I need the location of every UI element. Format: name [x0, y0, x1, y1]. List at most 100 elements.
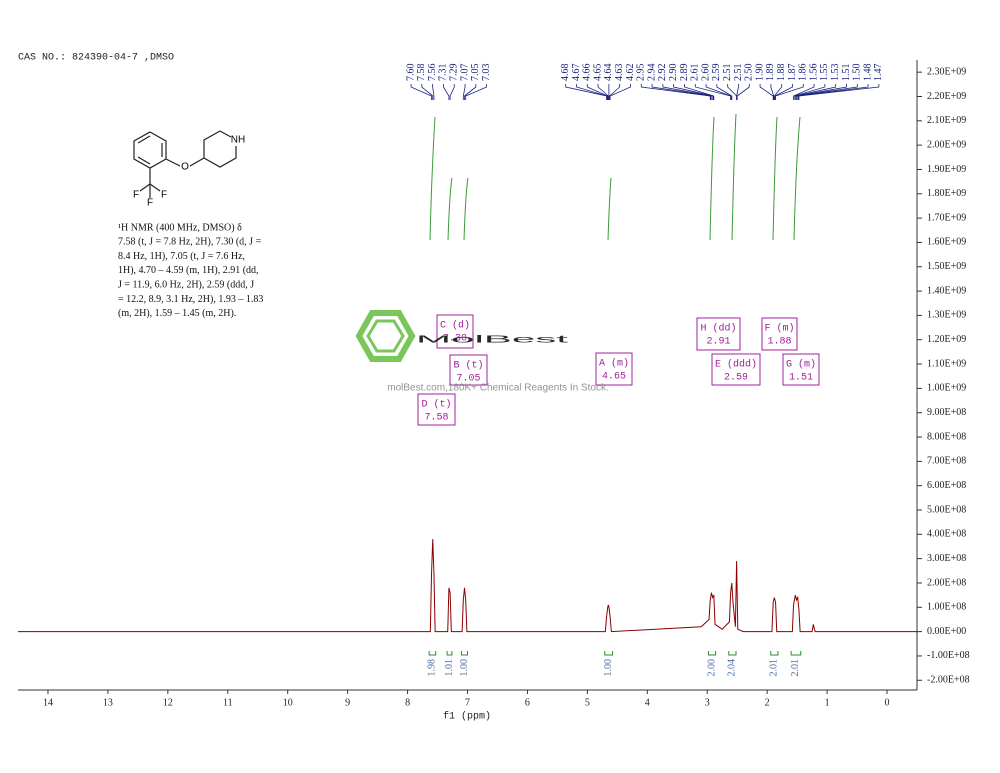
peak-connector	[576, 84, 608, 100]
molecule	[133, 130, 237, 198]
peak-label: 2.89	[679, 64, 690, 82]
description-line: 1H), 4.70 – 4.59 (m, 1H), 2.91 (dd,	[118, 265, 259, 276]
peak-connector	[775, 84, 804, 100]
atom-label: O	[181, 162, 189, 173]
multiplet-shift: 1.51	[789, 373, 813, 384]
y-tick-label: 1.80E+09	[927, 188, 966, 199]
peak-connector	[705, 84, 732, 100]
x-tick-label: 10	[283, 697, 293, 708]
y-tick-label: -2.00E+08	[927, 675, 970, 686]
piperidine-ring	[203, 130, 232, 158]
y-tick-label: 1.00E+09	[927, 383, 966, 394]
multiplet-name: F (m)	[764, 323, 794, 335]
y-tick-label: 4.00E+08	[927, 529, 966, 540]
integral-bracket	[770, 651, 779, 656]
peak-label: 2.51	[722, 64, 733, 82]
peak-connector	[410, 84, 432, 100]
integral-bracket	[446, 651, 453, 656]
peak-label: 4.63	[614, 64, 625, 82]
peak-connector	[673, 84, 714, 100]
y-tick-label: 2.30E+09	[927, 66, 966, 77]
integral-bracket	[707, 651, 717, 656]
y-tick-label: 7.00E+08	[927, 456, 966, 467]
y-tick-label: 1.90E+09	[927, 164, 966, 175]
peak-connector	[793, 84, 826, 100]
peak-label: 7.58	[416, 64, 427, 82]
y-tick-label: 5.00E+08	[927, 504, 966, 515]
peak-connector	[793, 84, 815, 100]
multiplet-name: H (dd)	[700, 323, 736, 335]
peak-label: 4.62	[625, 64, 636, 82]
x-tick-label: 2	[765, 697, 770, 708]
integral-bracket	[604, 651, 614, 656]
peak-connector	[640, 84, 711, 100]
bond	[189, 157, 205, 167]
peak-connector	[684, 84, 715, 100]
peak-connector	[651, 84, 712, 100]
peak-label: 1.56	[808, 64, 819, 82]
integral-label: 2.01	[769, 659, 780, 677]
peak-connector	[736, 84, 750, 100]
bond	[137, 156, 151, 165]
integral-trace	[607, 177, 612, 241]
y-tick-label: 1.70E+09	[927, 212, 966, 223]
multiplet-shift: 2.91	[706, 337, 730, 348]
peak-connector	[443, 84, 450, 100]
peak-connector	[449, 84, 455, 100]
spectrum-line	[18, 539, 917, 633]
y-tick-label: 2.10E+09	[927, 115, 966, 126]
multiplet-shift: 4.65	[602, 372, 626, 383]
y-tick-label: 1.50E+09	[927, 261, 966, 272]
atom-label: NH	[231, 135, 245, 146]
integral-bracket	[461, 651, 468, 656]
y-tick-label: 0.00E+00	[927, 626, 966, 637]
peak-label: 4.67	[571, 64, 582, 82]
multiplet-shift: 1.88	[767, 337, 791, 348]
x-tick-label: 14	[43, 697, 53, 708]
x-tick-label: 0	[885, 697, 890, 708]
y-tick-label: 3.00E+08	[927, 553, 966, 564]
integral-bracket	[728, 651, 737, 656]
peak-label: 1.50	[852, 64, 863, 82]
peak-label: 2.51	[733, 64, 744, 82]
y-tick-label: 1.20E+09	[927, 334, 966, 345]
logo-hexagon	[355, 310, 416, 362]
integral-trace	[731, 113, 737, 241]
peak-label: 1.89	[765, 64, 776, 82]
peak-connector	[797, 84, 869, 100]
y-tick-label: 1.30E+09	[927, 310, 966, 321]
multiplet-name: E (ddd)	[715, 359, 757, 371]
integral-trace	[709, 116, 715, 241]
y-tick-label: 6.00E+08	[927, 480, 966, 491]
description-line: J = 11.9, 6.0 Hz, 2H), 2.59 (ddd, J	[118, 279, 254, 290]
bond	[137, 135, 151, 144]
peak-label: 7.03	[481, 64, 492, 82]
peak-label: 2.94	[646, 64, 657, 82]
peak-connector	[462, 84, 466, 100]
integral-label: 2.04	[727, 659, 738, 677]
peak-label: 2.59	[711, 64, 722, 82]
logo-inner	[366, 319, 405, 353]
multiplet-shift: 7.58	[424, 413, 448, 424]
peak-connector	[774, 84, 793, 100]
multiplet-name: D (t)	[421, 399, 451, 411]
description-line: = 12.2, 8.9, 3.1 Hz, 2H), 1.93 – 1.83	[118, 294, 263, 305]
integral-label: 1.98	[427, 659, 438, 677]
integral-bracket	[428, 651, 437, 656]
multiplet-box	[696, 317, 741, 351]
peak-label: 1.90	[754, 64, 765, 82]
x-tick-label: 13	[103, 697, 113, 708]
multiplet-name: A (m)	[599, 358, 629, 370]
atom-label: F	[147, 198, 153, 209]
multiplet-box	[595, 352, 633, 386]
multiplet-shift: 7.30	[443, 334, 467, 345]
integral-label: 1.01	[444, 659, 455, 677]
peak-label: 1.86	[798, 64, 809, 82]
multiplet-shift: 7.05	[456, 374, 480, 385]
multiplet-box	[417, 393, 456, 426]
peak-label: 2.95	[636, 64, 647, 82]
y-tick-label: 1.60E+09	[927, 237, 966, 248]
atom-label: F	[161, 190, 167, 201]
